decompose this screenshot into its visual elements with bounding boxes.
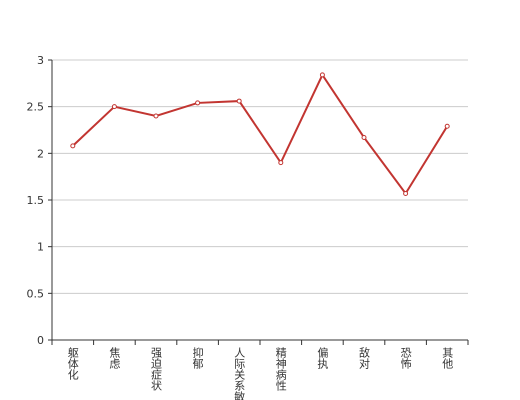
x-tick-label: 精神病性 bbox=[274, 347, 287, 392]
x-tick-label: 抑郁 bbox=[191, 346, 204, 369]
y-tick-label: 0 bbox=[37, 334, 44, 347]
x-tick-label: 敌对 bbox=[358, 346, 371, 369]
y-tick-label: 3 bbox=[37, 54, 44, 67]
x-tick-label: 偏执 bbox=[316, 346, 329, 370]
y-tick-label: 1 bbox=[37, 241, 44, 254]
point bbox=[361, 134, 367, 140]
y-tick-label: 2.5 bbox=[27, 101, 45, 114]
point bbox=[236, 98, 242, 104]
y-tick-label: 2 bbox=[37, 147, 44, 160]
x-tick-label: 强迫症状 bbox=[150, 347, 163, 391]
point bbox=[319, 72, 325, 78]
y-tick-label: 0.5 bbox=[27, 287, 45, 300]
x-tick-label: 人际关系敏感 bbox=[233, 347, 246, 400]
point bbox=[444, 123, 450, 129]
x-tick-label: 躯体化 bbox=[66, 347, 79, 381]
point bbox=[195, 100, 201, 106]
point bbox=[403, 190, 409, 196]
x-tick-label: 其他 bbox=[441, 347, 454, 369]
point bbox=[111, 104, 117, 110]
point bbox=[278, 160, 284, 166]
line bbox=[72, 72, 449, 196]
y-tick-label: 1.5 bbox=[27, 194, 45, 207]
point bbox=[70, 143, 76, 149]
point bbox=[153, 113, 159, 119]
x-tick-label: 恐怖 bbox=[399, 347, 412, 369]
x-tick-label: 焦虑 bbox=[108, 347, 121, 369]
